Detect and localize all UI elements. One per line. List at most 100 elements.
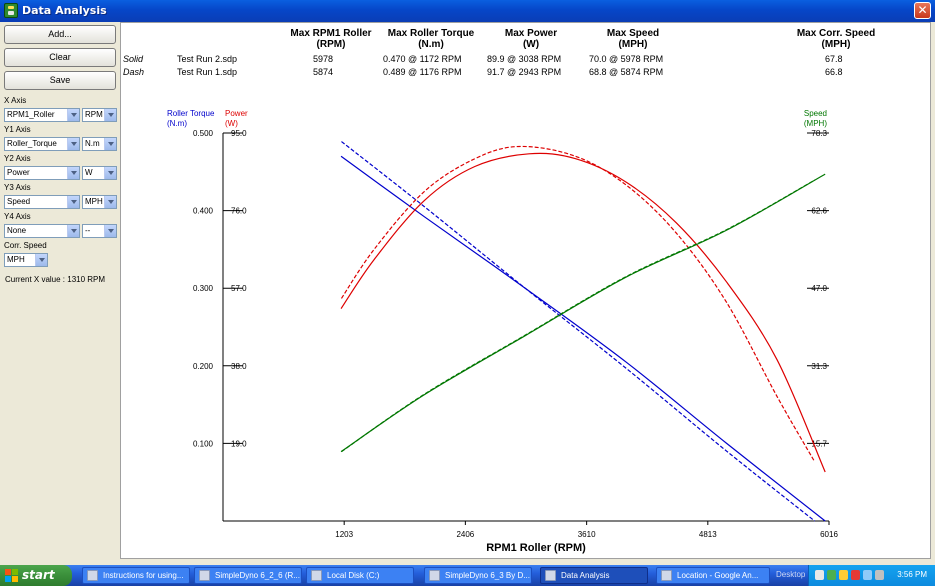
row2-speed: 68.8 @ 5874 RPM <box>589 67 664 77</box>
y1-axis-unit-value: N.m <box>85 139 100 148</box>
y3-axis-unit-select[interactable]: MPH <box>82 195 117 209</box>
y2-tick-label: 19.0 <box>231 439 247 448</box>
network-icon[interactable] <box>815 570 824 580</box>
security-icon[interactable] <box>827 570 836 580</box>
header-max-rpm-title: Max RPM1 Roller <box>290 28 372 39</box>
x-axis-unit-select[interactable]: RPM <box>82 108 117 122</box>
y3-axis-unit: (MPH) <box>804 119 827 128</box>
task-local-disk-label: Local Disk (C:) <box>327 571 380 580</box>
chevron-down-icon <box>104 138 116 150</box>
sidebar: Add... Clear Save X Axis RPM1_Roller RPM… <box>0 22 120 565</box>
y2-axis-field-select[interactable]: Power <box>4 166 80 180</box>
chevron-down-icon <box>67 196 79 208</box>
start-button[interactable]: start <box>0 565 72 586</box>
y1-axis-unit-select[interactable]: N.m <box>82 137 117 151</box>
alert-icon[interactable] <box>851 570 860 580</box>
clear-button[interactable]: Clear <box>4 48 116 67</box>
x-axis-field-value: RPM1_Roller <box>7 110 55 119</box>
x-tick-label: 3610 <box>578 530 596 539</box>
y3-axis-field-select[interactable]: Speed <box>4 195 80 209</box>
row1-style: Solid <box>123 54 144 64</box>
current-x-value: Current X value : 1310 RPM <box>5 275 106 284</box>
clock[interactable]: 3:56 PM <box>897 570 927 579</box>
x-tick-label: 6016 <box>820 530 838 539</box>
task-local-disk[interactable]: Local Disk (C:) <box>306 567 414 584</box>
speed-dash-series-line <box>341 179 815 453</box>
task-google-analytics[interactable]: Location - Google An... <box>656 567 770 584</box>
y3-axis-field-value: Speed <box>7 197 31 206</box>
window-title: Data Analysis <box>22 4 107 17</box>
y2-axis-unit-value: W <box>85 168 93 177</box>
x-axis-label: X Axis <box>4 96 27 105</box>
chevron-down-icon <box>104 196 116 208</box>
y2-axis-unit-select[interactable]: W <box>82 166 117 180</box>
y2-tick-label: 76.0 <box>231 207 247 216</box>
torque-dash-series-line <box>341 141 816 522</box>
y3-tick-label: 31.3 <box>811 362 827 371</box>
y3-tick-label: 78.3 <box>811 129 827 138</box>
y1-tick-label: 0.100 <box>193 439 214 448</box>
y4-axis-unit-value: -- <box>85 226 91 235</box>
y3-tick-label: 62.6 <box>811 207 827 216</box>
row2-file: Test Run 1.sdp <box>177 67 238 77</box>
y3-tick-label: 47.0 <box>811 284 827 293</box>
task-data-analysis[interactable]: Data Analysis <box>540 567 648 584</box>
y1-tick-label: 0.300 <box>193 284 214 293</box>
task-instructions[interactable]: Instructions for using... <box>82 567 190 584</box>
volume-icon[interactable] <box>839 570 848 580</box>
y1-tick-label: 0.200 <box>193 362 214 371</box>
torque-solid-series-line <box>340 155 826 522</box>
usb-icon[interactable] <box>875 570 884 580</box>
app-window-icon <box>429 570 440 581</box>
y2-tick-label: 57.0 <box>231 284 247 293</box>
header-max-rpm-unit: (RPM) <box>316 39 346 50</box>
y4-axis-field-value: None <box>7 226 27 235</box>
start-label: start <box>22 568 55 582</box>
dyno-chart[interactable]: 0.500 95.0 0.400 76.0 0.300 57.0 0.200 38.0 0.10… <box>121 23 932 560</box>
y2-axis-unit: (W) <box>225 119 238 128</box>
desktop-toolbar[interactable]: Desktop <box>776 570 806 579</box>
x-axis-field-select[interactable]: RPM1_Roller <box>4 108 80 122</box>
header-max-corr-speed: Max Corr. Speed (MPH) <box>771 28 901 50</box>
y2-axis-field-value: Power <box>7 168 30 177</box>
power-solid-series-line <box>340 152 826 473</box>
y1-tick-label: 0.500 <box>193 129 214 138</box>
add-button[interactable]: Add... <box>4 25 116 44</box>
y1-axis-field-select[interactable]: Roller_Torque <box>4 137 80 151</box>
y2-tick-label: 38.0 <box>231 362 247 371</box>
y3-tick-label: 15.7 <box>811 439 827 448</box>
task-simpledyno-626[interactable]: SimpleDyno 6_2_6 (R... <box>194 567 302 584</box>
y2-axis-label: Y2 Axis <box>4 154 31 163</box>
display-icon[interactable] <box>863 570 872 580</box>
chevron-down-icon <box>104 109 116 121</box>
task-simpledyno-63[interactable]: SimpleDyno 6_3 By D... <box>424 567 532 584</box>
y1-axis-title: Roller Torque <box>167 109 215 118</box>
header-max-torque-title: Max Roller Torque <box>387 28 475 39</box>
corr-speed-select[interactable]: MPH <box>4 253 48 267</box>
header-max-power-unit: (W) <box>522 39 540 50</box>
app-window-icon <box>199 570 210 581</box>
row1-file: Test Run 2.sdp <box>177 54 238 64</box>
document-icon <box>87 570 98 581</box>
save-button[interactable]: Save <box>4 71 116 90</box>
chevron-down-icon <box>67 225 79 237</box>
y1-axis-field-value: Roller_Torque <box>7 139 57 148</box>
header-max-speed-title: Max Speed <box>606 28 660 39</box>
chevron-down-icon <box>67 138 79 150</box>
chevron-down-icon <box>104 167 116 179</box>
header-max-speed: Max Speed (MPH) <box>578 28 688 50</box>
browser-icon <box>661 570 672 581</box>
y3-axis-label: Y3 Axis <box>4 183 31 192</box>
close-button[interactable]: ✕ <box>914 2 931 19</box>
row1-speed: 70.0 @ 5978 RPM <box>589 54 664 64</box>
row1-corr-speed: 67.8 <box>825 54 843 64</box>
task-instructions-label: Instructions for using... <box>103 571 184 580</box>
task-data-analysis-label: Data Analysis <box>561 571 610 580</box>
chevron-down-icon <box>104 225 116 237</box>
row2-rpm: 5874 <box>313 67 334 77</box>
y4-axis-unit-select[interactable]: -- <box>82 224 117 238</box>
title-bar[interactable]: Data Analysis ✕ <box>0 0 935 22</box>
y4-axis-field-select[interactable]: None <box>4 224 80 238</box>
header-max-rpm: Max RPM1 Roller (RPM) <box>276 28 386 50</box>
